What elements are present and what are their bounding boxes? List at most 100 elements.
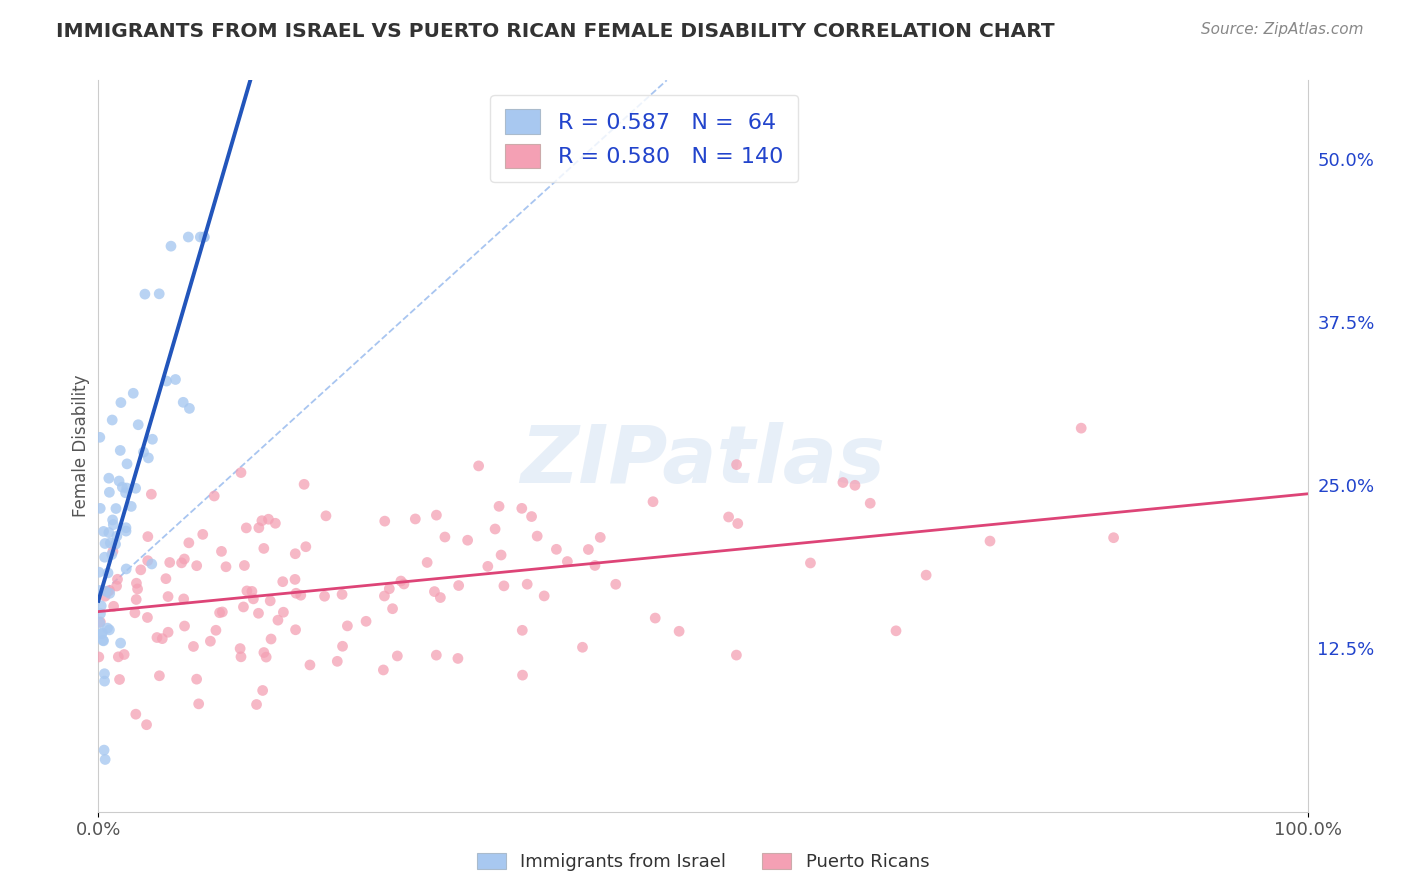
Point xyxy=(100,548,122,562)
Point xyxy=(177,230,200,244)
Point xyxy=(90,599,112,613)
Point xyxy=(98,583,121,598)
Point xyxy=(93,743,115,757)
Point xyxy=(173,591,195,606)
Point xyxy=(641,494,664,508)
Point xyxy=(433,530,456,544)
Point xyxy=(98,586,121,600)
Point xyxy=(330,587,353,601)
Point xyxy=(135,717,157,731)
Point xyxy=(533,589,555,603)
Point xyxy=(157,625,180,640)
Point xyxy=(136,610,159,624)
Point xyxy=(298,657,321,672)
Point xyxy=(89,501,111,516)
Point xyxy=(200,634,222,648)
Point xyxy=(215,559,238,574)
Point xyxy=(292,477,315,491)
Point xyxy=(177,536,200,550)
Point xyxy=(170,556,193,570)
Point xyxy=(104,537,127,551)
Point xyxy=(1102,531,1125,545)
Point xyxy=(93,550,115,565)
Point xyxy=(373,663,395,677)
Point xyxy=(125,592,148,607)
Point xyxy=(115,521,138,535)
Point xyxy=(404,512,426,526)
Point xyxy=(157,590,180,604)
Point xyxy=(94,589,117,603)
Point xyxy=(229,649,252,664)
Point xyxy=(489,548,512,562)
Point xyxy=(93,674,115,689)
Point xyxy=(132,445,155,459)
Point xyxy=(108,474,131,488)
Legend: R = 0.587   N =  64, R = 0.580   N = 140: R = 0.587 N = 64, R = 0.580 N = 140 xyxy=(491,95,799,182)
Point xyxy=(173,552,195,566)
Point xyxy=(104,501,127,516)
Point xyxy=(90,626,112,640)
Point xyxy=(245,698,267,712)
Point xyxy=(242,591,264,606)
Point xyxy=(108,673,131,687)
Point xyxy=(211,605,233,619)
Point xyxy=(260,632,283,646)
Point xyxy=(101,413,124,427)
Point xyxy=(89,607,111,621)
Point xyxy=(87,566,110,580)
Point xyxy=(141,557,163,571)
Point xyxy=(285,586,308,600)
Point xyxy=(94,752,117,766)
Point xyxy=(284,573,307,587)
Point xyxy=(127,582,149,596)
Point xyxy=(114,485,136,500)
Point xyxy=(576,542,599,557)
Point xyxy=(148,669,170,683)
Point xyxy=(884,624,907,638)
Point xyxy=(271,574,294,589)
Point xyxy=(546,542,568,557)
Point xyxy=(229,641,252,656)
Point xyxy=(259,594,281,608)
Point xyxy=(159,556,181,570)
Y-axis label: Female Disability: Female Disability xyxy=(72,375,90,517)
Point xyxy=(111,480,134,494)
Point xyxy=(193,230,215,244)
Point xyxy=(252,683,274,698)
Point xyxy=(516,577,538,591)
Point xyxy=(571,640,593,655)
Point xyxy=(467,458,489,473)
Point xyxy=(94,536,117,550)
Point xyxy=(165,372,187,386)
Point xyxy=(378,582,401,596)
Point xyxy=(205,624,228,638)
Point xyxy=(96,584,118,599)
Point xyxy=(725,458,748,472)
Point xyxy=(110,443,132,458)
Point xyxy=(98,623,121,637)
Point xyxy=(136,530,159,544)
Point xyxy=(336,619,359,633)
Point xyxy=(589,530,612,544)
Point xyxy=(392,577,415,591)
Point xyxy=(235,521,257,535)
Point xyxy=(267,613,290,627)
Point xyxy=(93,524,115,539)
Legend: Immigrants from Israel, Puerto Ricans: Immigrants from Israel, Puerto Ricans xyxy=(470,846,936,879)
Point xyxy=(97,525,120,540)
Point xyxy=(186,558,208,573)
Point xyxy=(98,536,121,550)
Point xyxy=(979,534,1001,549)
Point xyxy=(208,606,231,620)
Point xyxy=(257,512,280,526)
Point xyxy=(173,619,195,633)
Point xyxy=(96,621,118,635)
Point xyxy=(253,646,276,660)
Point xyxy=(129,563,152,577)
Point xyxy=(120,500,142,514)
Point xyxy=(98,485,121,500)
Point xyxy=(247,607,270,621)
Point xyxy=(264,516,287,531)
Point xyxy=(101,513,124,527)
Point xyxy=(425,648,447,662)
